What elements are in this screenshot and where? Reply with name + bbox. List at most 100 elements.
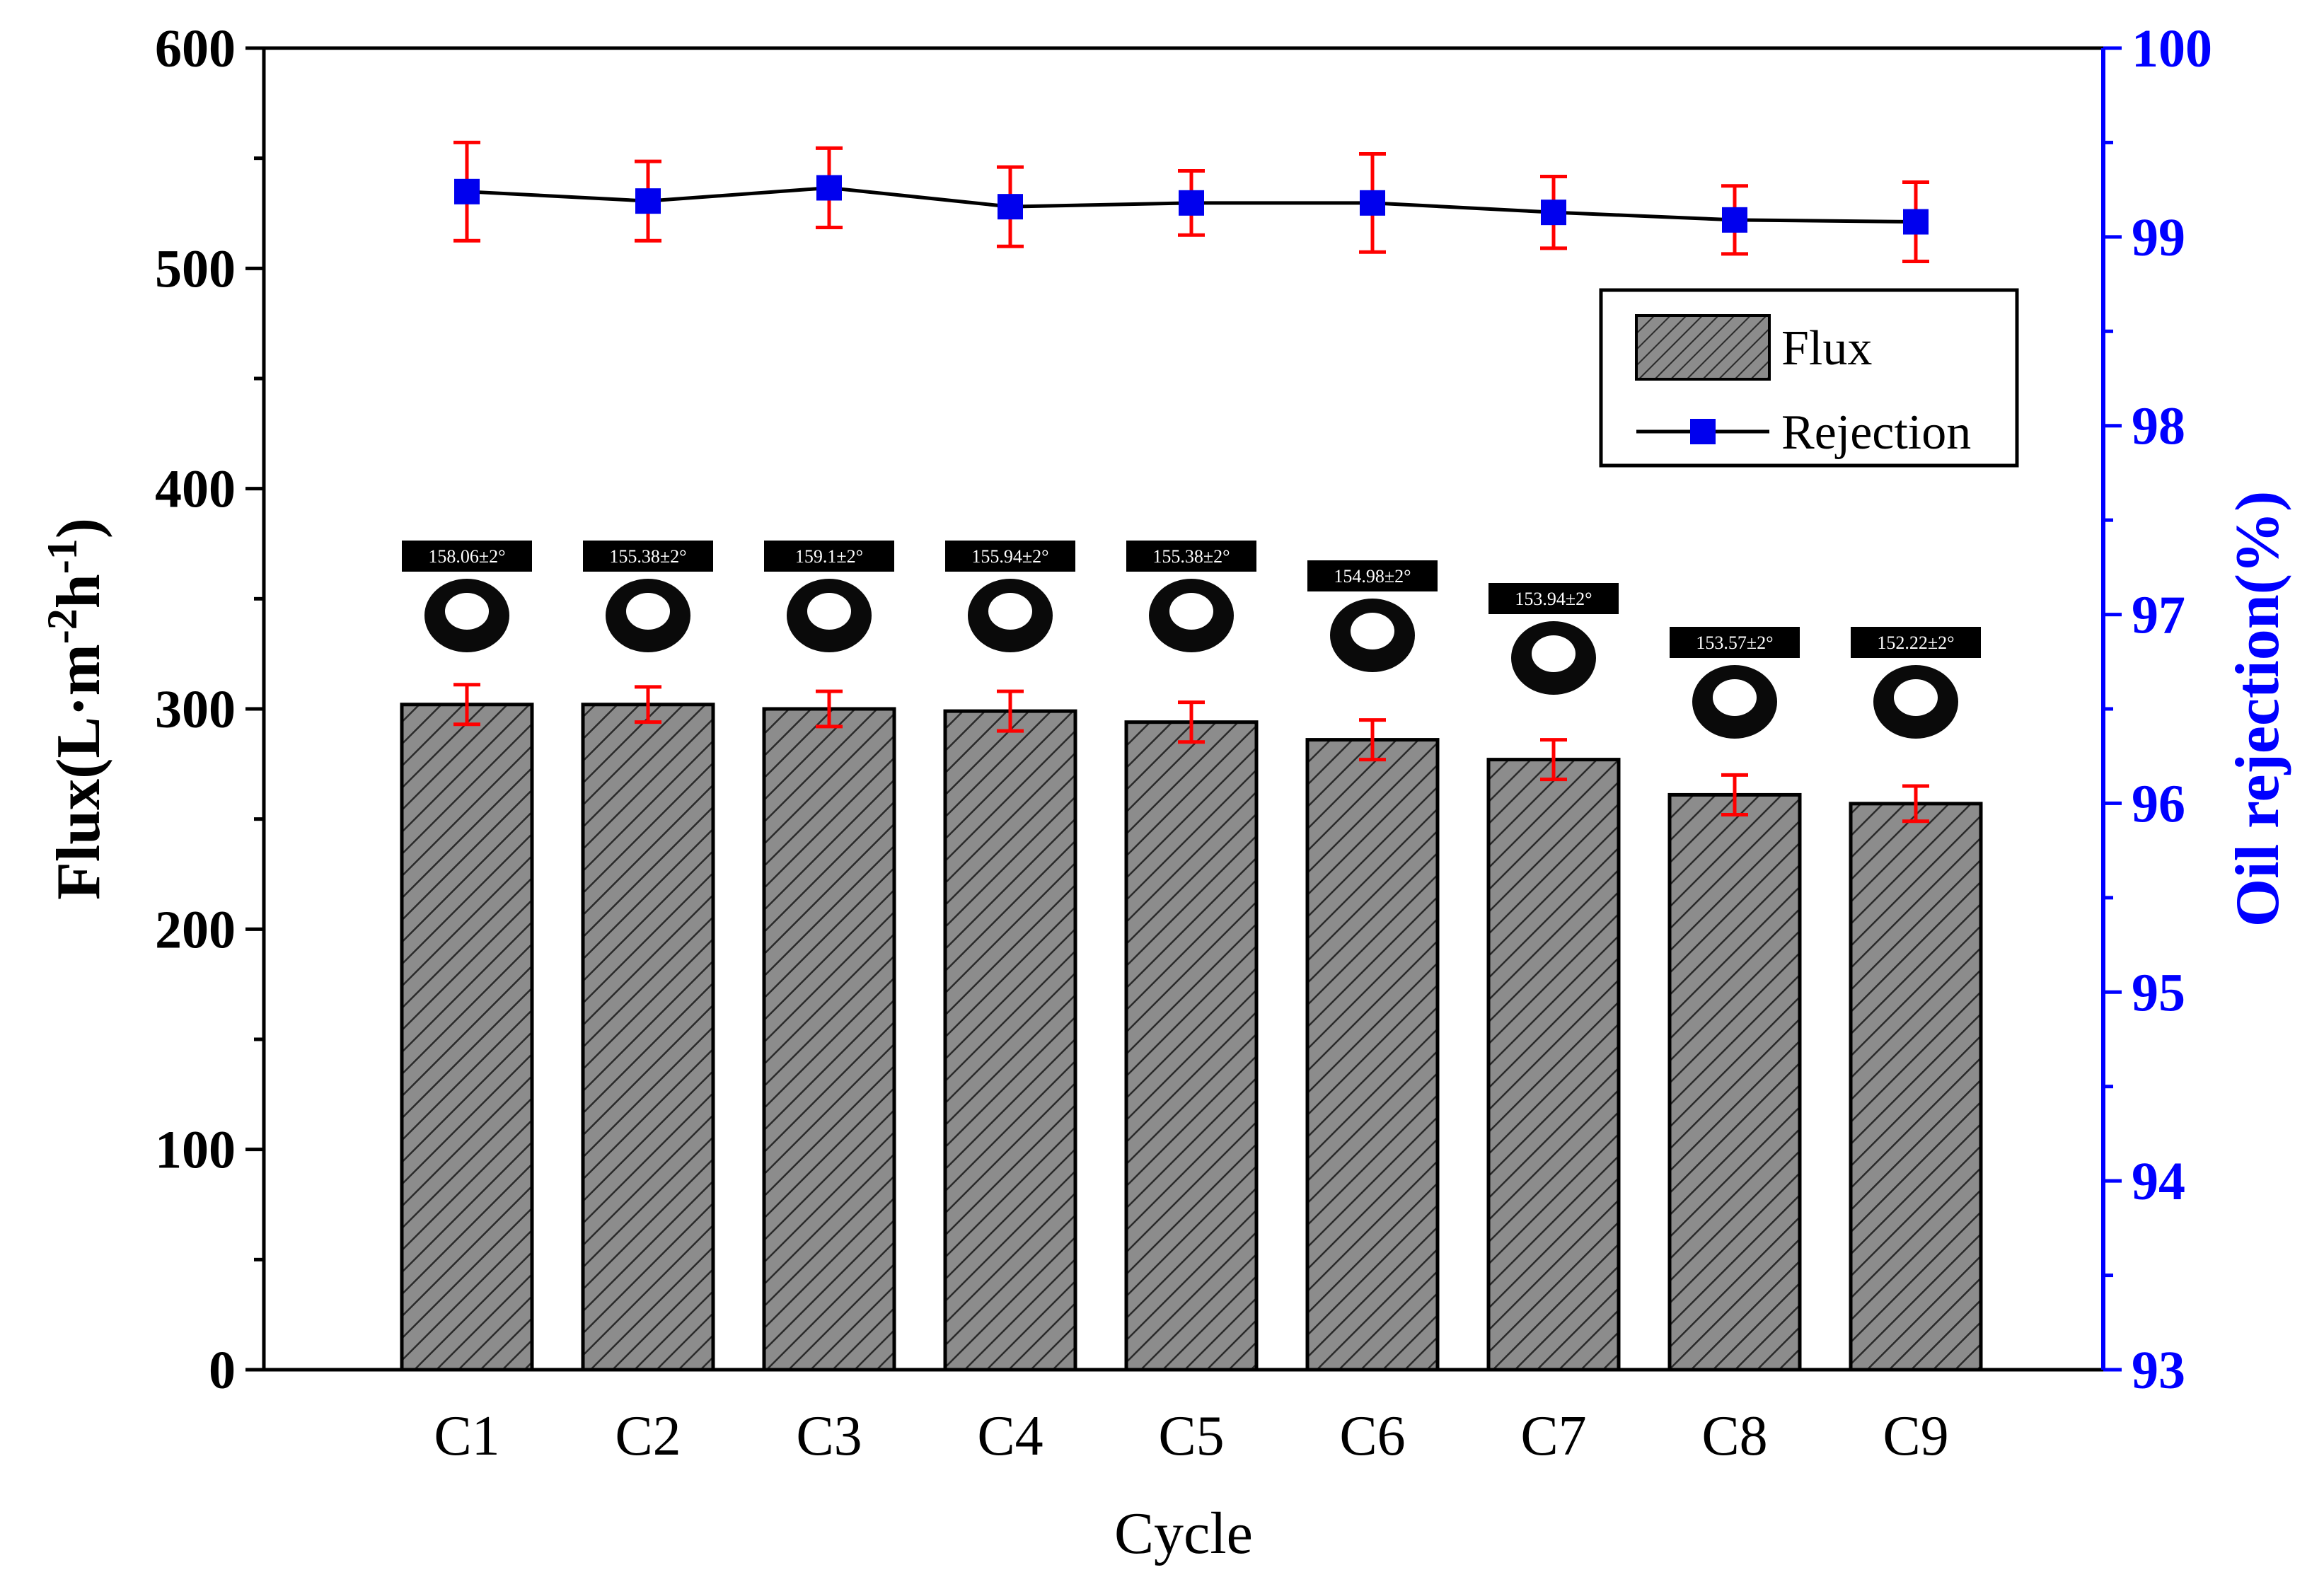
rejection-point-C3 [816,175,842,201]
flux-bar-C9 [1849,802,1983,1372]
left-tick-label: 100 [155,1121,236,1180]
flux-error-bar-C3 [816,689,843,729]
left-tick-label: 500 [155,239,236,299]
right-tick-label: 95 [2132,963,2185,1022]
right-tick-label: 99 [2132,208,2185,267]
contact-angle-label: 153.94±2° [1515,589,1592,609]
contact-angle-label-bg [583,541,713,572]
flux-error-bar-C1 [453,683,480,727]
contact-angle-label: 158.06±2° [428,546,505,567]
legend-flux-label: Flux [1781,321,1872,376]
left-y-axis: 0 100 200 300 400 500 600 [155,19,264,1400]
right-tick-label: 94 [2132,1152,2185,1211]
droplet-highlight [1713,679,1757,716]
droplet-highlight [1894,679,1938,716]
flux-bar-C7 [1486,758,1621,1372]
contact-angle-inset-C5: 155.38±2° [1126,541,1256,652]
contact-angle-label-bg [945,541,1075,572]
contact-angle-label-bg [1126,541,1256,572]
x-tick-label-C6: C6 [1339,1405,1405,1467]
legend-flux-swatch [1635,314,1771,381]
droplet-highlight [445,593,489,630]
flux-error-bar-C9 [1902,784,1929,824]
droplet-highlight [626,593,670,630]
contact-angle-label: 153.57±2° [1696,633,1773,653]
flux-error-bar-C4 [997,689,1024,733]
right-tick-label: 97 [2132,586,2185,645]
droplet-highlight [807,593,851,630]
rejection-point-C9 [1903,209,1929,235]
rejection-point-C2 [635,188,661,214]
droplet-highlight [1532,635,1576,672]
x-tick-label-C5: C5 [1158,1405,1224,1467]
flux-bar-C5 [1124,720,1259,1372]
flux-bar-C6 [1305,738,1440,1372]
x-tick-label-C9: C9 [1883,1405,1948,1467]
droplet-highlight [988,593,1032,630]
right-tick-label: 96 [2132,774,2185,833]
droplet-highlight [1351,613,1394,649]
rejection-point-C1 [454,178,480,204]
flux-error-bar-C7 [1540,738,1567,782]
contact-angle-label: 154.98±2° [1334,566,1411,587]
contact-angle-inset-C6: 154.98±2° [1307,560,1438,672]
rejection-point-C8 [1722,207,1747,233]
right-tick-label: 100 [2132,19,2212,79]
x-tick-label-C3: C3 [796,1405,862,1467]
flux-bar-C4 [943,709,1077,1372]
rejection-point-C7 [1541,200,1566,226]
flux-bars [400,683,1983,1372]
y-axis-title: Flux(L·m-2h-1) [39,518,113,900]
contact-angle-label-bg [1670,627,1800,658]
left-tick-label: 200 [155,900,236,959]
x-tick-label-C1: C1 [434,1405,499,1467]
contact-angle-label: 155.38±2° [1152,546,1230,567]
contact-angle-label: 155.38±2° [609,546,686,567]
droplet-highlight [1169,593,1213,630]
rejection-point-C5 [1179,190,1204,216]
contact-angle-insets: 158.06±2° 155.38±2° 159.1±2° 155.94±2° 155.3… [402,541,1981,739]
right-tick-label: 93 [2132,1341,2185,1400]
x-axis: C1 C2 C3 C4 C5 C6 C7 C8 C9 [434,1405,1948,1467]
contact-angle-inset-C8: 153.57±2° [1670,627,1800,739]
contact-angle-inset-C9: 152.22±2° [1851,627,1981,739]
rejection-point-C4 [998,194,1023,220]
flux-error-bar-C2 [635,685,661,724]
contact-angle-label: 155.94±2° [971,546,1048,567]
x-tick-label-C2: C2 [615,1405,681,1467]
contact-angle-label-bg [1851,627,1981,658]
y2-axis-title: Oil rejection(%) [2224,491,2292,928]
contact-angle-label: 159.1±2° [795,546,863,567]
contact-angle-label-bg [402,541,532,572]
rejection-series [453,140,1929,264]
contact-angle-label: 152.22±2° [1877,633,1954,653]
flux-bar-C8 [1667,792,1802,1372]
flux-bar-C2 [581,703,715,1372]
right-tick-label: 98 [2132,397,2185,456]
contact-angle-inset-C1: 158.06±2° [402,541,532,652]
x-axis-title: Cycle [1114,1501,1253,1566]
flux-error-bar-C5 [1178,700,1205,744]
x-tick-label-C4: C4 [977,1405,1043,1467]
flux-error-bar-C6 [1359,718,1386,762]
flux-bar-C1 [400,703,534,1372]
left-tick-label: 300 [155,680,236,739]
contact-angle-inset-C2: 155.38±2° [583,541,713,652]
rejection-point-C6 [1360,190,1385,216]
legend-rejection-marker [1690,419,1716,444]
flux-error-bar-C8 [1721,773,1748,816]
flux-bar-C3 [762,707,896,1372]
legend-rejection-label: Rejection [1781,405,1971,460]
x-tick-label-C8: C8 [1701,1405,1767,1467]
legend: Flux Rejection [1599,288,2019,468]
contact-angle-inset-C7: 153.94±2° [1488,583,1619,695]
left-tick-label: 600 [155,19,236,79]
left-tick-label: 400 [155,460,236,519]
right-y-axis: 93 94 95 96 97 98 99 100 [2101,19,2212,1400]
contact-angle-label-bg [1488,583,1619,614]
contact-angle-label-bg [1307,560,1438,591]
x-tick-label-C7: C7 [1520,1405,1586,1467]
contact-angle-inset-C3: 159.1±2° [764,541,894,652]
left-tick-label: 0 [209,1341,236,1400]
